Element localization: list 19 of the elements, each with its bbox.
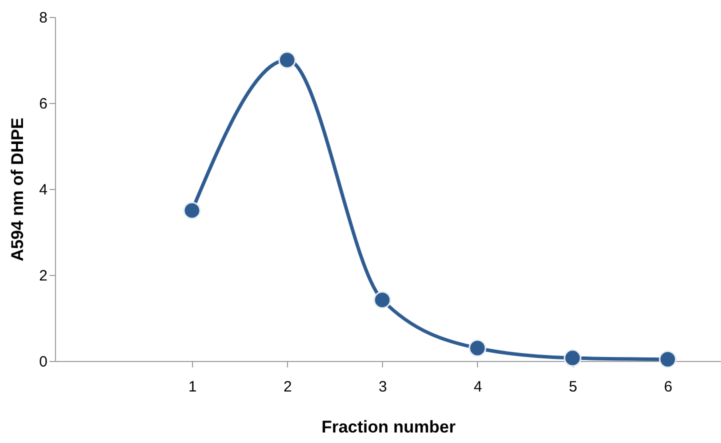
x-tick-label: 1 bbox=[188, 378, 197, 396]
y-tick-label: 6 bbox=[39, 96, 48, 112]
x-tick-label: 6 bbox=[664, 378, 672, 396]
x-tick-label: 5 bbox=[568, 378, 578, 396]
point bbox=[183, 202, 201, 220]
x-tick-label: 2 bbox=[283, 378, 292, 396]
y-axis-title: A594 nm of DHPE bbox=[8, 118, 28, 262]
x-axis-title: Fraction number bbox=[321, 418, 456, 436]
y-tick-label: 0 bbox=[39, 354, 48, 370]
y-tick-label: 2 bbox=[39, 268, 48, 284]
y-tick-label: 4 bbox=[39, 182, 48, 198]
x-tick-label: 4 bbox=[474, 378, 482, 396]
point bbox=[564, 349, 582, 367]
point bbox=[278, 51, 296, 69]
point bbox=[658, 350, 677, 368]
point bbox=[468, 339, 486, 357]
x-tick-label: 3 bbox=[378, 378, 387, 396]
point bbox=[373, 291, 392, 309]
y-tick-label: 8 bbox=[39, 10, 48, 26]
